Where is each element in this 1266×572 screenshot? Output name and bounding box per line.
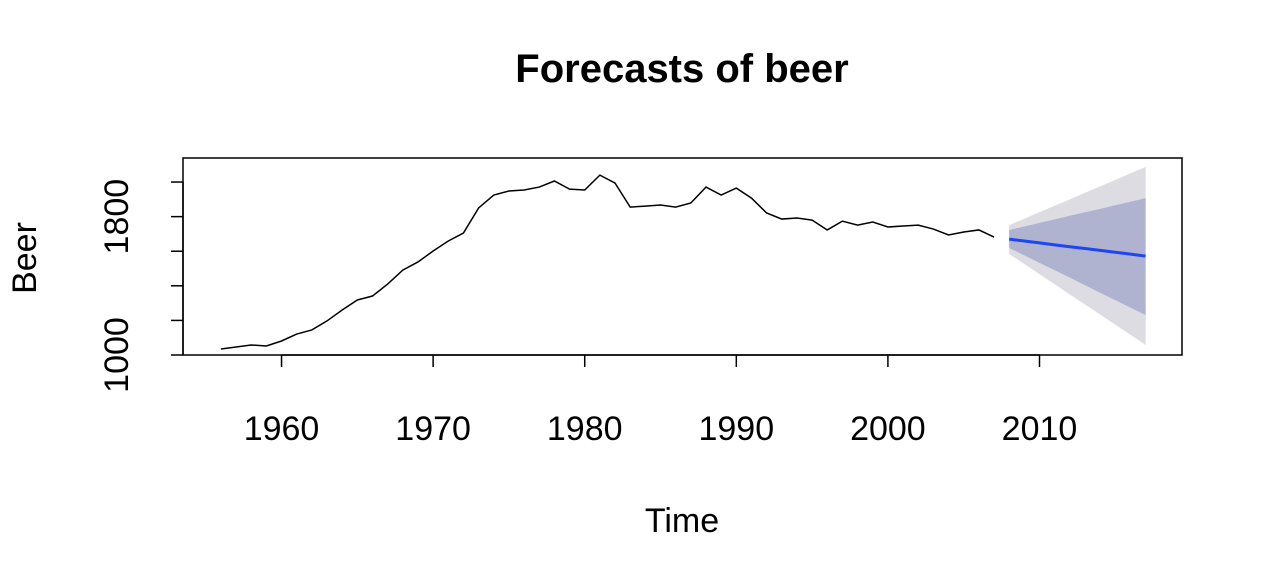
x-axis-label: Time bbox=[645, 502, 719, 540]
history-line bbox=[220, 174, 995, 350]
y-tick-label: 1000 bbox=[98, 317, 136, 393]
x-tick-label: 2010 bbox=[1002, 410, 1078, 448]
x-tick-label: 1980 bbox=[547, 410, 623, 448]
x-tick-label: 1960 bbox=[244, 410, 320, 448]
x-tick-label: 1990 bbox=[698, 410, 774, 448]
forecast-line bbox=[1008, 237, 1146, 258]
chart-title: Forecasts of beer bbox=[515, 47, 848, 91]
y-tick-label: 1800 bbox=[98, 179, 136, 255]
y-axis-label: Beer bbox=[6, 222, 44, 294]
prediction-band bbox=[1009, 198, 1146, 316]
x-tick-label: 2000 bbox=[850, 410, 926, 448]
x-tick-label: 1970 bbox=[395, 410, 471, 448]
